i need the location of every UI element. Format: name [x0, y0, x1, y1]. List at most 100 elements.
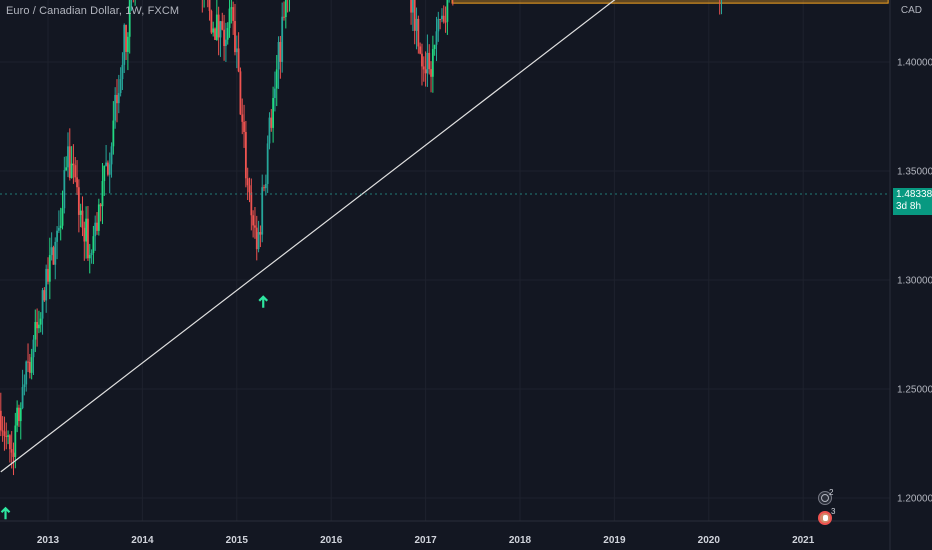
- y-tick-label-1: 1.25000: [897, 385, 932, 396]
- candle-body-62: [112, 120, 115, 147]
- candle-body-47: [85, 218, 88, 242]
- candle-body-37: [67, 146, 69, 168]
- candle-body-236: [428, 52, 431, 70]
- candle-body-58: [105, 162, 107, 166]
- candle-body-156: [283, 16, 285, 18]
- candle-body-231: [419, 46, 422, 54]
- candle-body-155: [281, 16, 284, 62]
- candle-body-56: [101, 180, 104, 207]
- trendline[interactable]: [0, 0, 888, 473]
- candle-body-66: [119, 79, 122, 94]
- candle-body-61: [110, 146, 113, 165]
- candle-body-238: [431, 49, 434, 77]
- candle-body-135: [244, 131, 247, 179]
- candle-body-44: [79, 210, 82, 215]
- candle-body-228: [413, 0, 416, 31]
- candle-body-48: [87, 218, 89, 259]
- candle-body-29: [52, 247, 55, 265]
- candle-body-152: [275, 69, 278, 89]
- candle-body-240: [435, 31, 438, 45]
- candle-body-118: [214, 28, 216, 40]
- x-tick-label-8: 2021: [792, 535, 815, 546]
- candle-body-0: [0, 410, 2, 431]
- candle-body-153: [277, 41, 280, 70]
- candle-body-142: [257, 232, 260, 250]
- candle-body-40: [72, 163, 75, 166]
- candle-body-115: [208, 0, 211, 11]
- candle-body-10: [18, 407, 20, 422]
- events-badge[interactable]: 2: [818, 488, 834, 505]
- candle-body-30: [54, 241, 57, 265]
- candle-body-246: [446, 0, 449, 22]
- candle-body-245: [444, 21, 447, 23]
- candle-body-15: [27, 361, 29, 363]
- candle-body-67: [121, 64, 124, 80]
- candle-body-51: [92, 236, 95, 254]
- grid-lines: [0, 0, 890, 521]
- candles: [0, 0, 723, 476]
- candle-body-150: [272, 98, 275, 128]
- candle-body-130: [235, 48, 238, 53]
- candle-body-243: [441, 15, 443, 20]
- x-tick-label-4: 2017: [414, 535, 437, 546]
- candle-body-16: [28, 361, 31, 373]
- x-tick-label-0: 2013: [37, 535, 60, 546]
- candle-body-148: [268, 117, 271, 144]
- candle-body-3: [5, 435, 8, 437]
- candle-body-116: [210, 10, 213, 33]
- x-tick-label-5: 2018: [509, 535, 532, 546]
- candle-body-244: [442, 15, 445, 22]
- candle-body-137: [248, 185, 251, 193]
- alert-icon: [823, 515, 828, 521]
- last-price-value: 1.48338: [896, 189, 932, 200]
- x-tick-label-7: 2020: [698, 535, 721, 546]
- candle-body-241: [437, 18, 440, 32]
- candle-body-237: [430, 69, 432, 77]
- alerts-badge[interactable]: 3: [818, 507, 835, 525]
- candle-body-35: [63, 170, 66, 209]
- candle-body-128: [232, 7, 235, 21]
- candle-body-131: [237, 48, 240, 72]
- candle-body-119: [215, 14, 218, 40]
- candle-body-45: [81, 210, 84, 228]
- candle-body-24: [43, 290, 46, 301]
- candle-body-52: [94, 222, 97, 237]
- candle-body-55: [99, 204, 102, 207]
- candle-body-70: [126, 36, 129, 52]
- candle-body-50: [90, 253, 93, 255]
- candle-body-34: [61, 208, 64, 226]
- candle-body-39: [70, 163, 73, 178]
- x-tick-label-1: 2014: [131, 535, 154, 546]
- candle-body-71: [128, 0, 131, 37]
- y-tick-label-0: 1.20000: [897, 494, 932, 505]
- candle-body-124: [225, 39, 227, 46]
- candle-body-33: [59, 225, 62, 228]
- candle-body-43: [77, 187, 80, 215]
- candle-body-230: [417, 18, 420, 47]
- candle-body-23: [41, 290, 44, 319]
- candle-body-147: [266, 143, 269, 184]
- candle-body-25: [45, 268, 48, 301]
- x-tick-label-2: 2015: [226, 535, 249, 546]
- candle-body-133: [241, 114, 244, 122]
- candle-body-229: [415, 18, 418, 31]
- candle-body-143: [259, 232, 262, 235]
- candle-body-4: [7, 435, 9, 437]
- zone-support: [451, 0, 889, 4]
- candle-body-117: [212, 28, 215, 33]
- candle-body-226: [410, 0, 412, 13]
- candle-body-19: [34, 321, 37, 340]
- chart-title: Euro / Canadian Dollar, 1W, FXCM: [6, 5, 180, 17]
- candle-body-141: [255, 227, 258, 250]
- candle-body-139: [252, 215, 255, 226]
- candle-body-234: [424, 69, 427, 74]
- candle-body-154: [279, 41, 282, 62]
- candle-body-32: [57, 227, 60, 231]
- candle-body-127: [230, 7, 233, 9]
- candle-body-42: [76, 177, 78, 188]
- up-arrow-marker-3: [258, 295, 269, 308]
- events-count: 2: [829, 488, 834, 497]
- zones: [451, 0, 889, 4]
